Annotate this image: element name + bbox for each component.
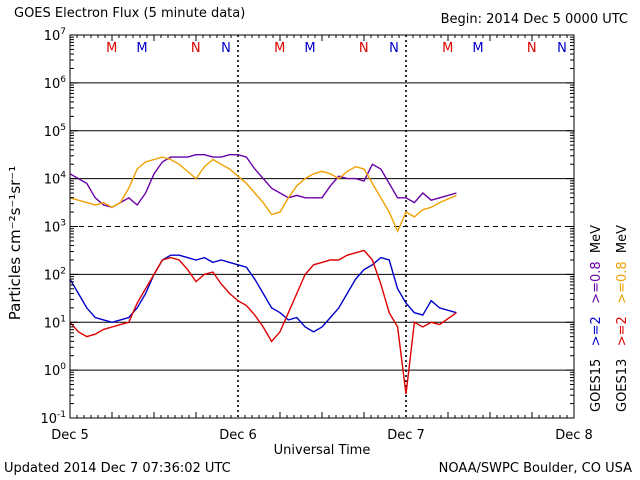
x-tick-label: Dec 5 [51,428,89,443]
y-tick-label: 10-1 [40,410,66,427]
series-line [69,249,457,395]
series-line [69,254,457,333]
local-time-marker: N [191,41,201,56]
series-line [69,156,457,234]
y-tick-label: 106 [44,75,67,92]
local-time-marker: M [274,41,285,56]
local-time-marker: M [304,41,315,56]
y-tick-label: 103 [44,219,66,236]
local-time-marker: M [136,41,147,56]
local-time-marker: M [442,41,453,56]
legend-column: GOES13 >=2 >=0.8 MeV [615,225,630,412]
y-tick-label: 100 [44,362,67,379]
local-time-marker: N [557,41,567,56]
x-tick-label: Dec 8 [555,428,593,443]
series-line [69,154,457,209]
local-time-marker: N [221,41,231,56]
local-time-marker: M [106,41,117,56]
begin-time: Begin: 2014 Dec 5 0000 UTC [440,12,628,27]
legend-column: GOES15 >=2 >=0.8 MeV [589,225,604,412]
local-time-marker: N [359,41,369,56]
x-axis-label: Universal Time [274,443,371,458]
updated-timestamp: Updated 2014 Dec 7 07:36:02 UTC [4,461,231,476]
legend-entry: GOES13 >=2 >=0.8 MeV [615,225,630,412]
y-tick-label: 101 [44,314,66,331]
legend-entry: GOES15 >=2 >=0.8 MeV [589,225,604,412]
y-tick-label: 105 [44,123,66,140]
chart-title: GOES Electron Flux (5 minute data) [14,6,246,21]
y-tick-label: 107 [44,27,66,44]
y-axis-label: Particles cm⁻²s⁻¹sr⁻¹ [6,166,24,320]
y-tick-label: 102 [44,266,66,283]
y-tick-label: 104 [44,171,67,188]
x-tick-label: Dec 6 [219,428,257,443]
local-time-marker: N [527,41,537,56]
local-time-marker: N [389,41,399,56]
local-time-marker: M [472,41,483,56]
x-tick-label: Dec 7 [387,428,425,443]
credit-line: NOAA/SWPC Boulder, CO USA [438,461,632,476]
